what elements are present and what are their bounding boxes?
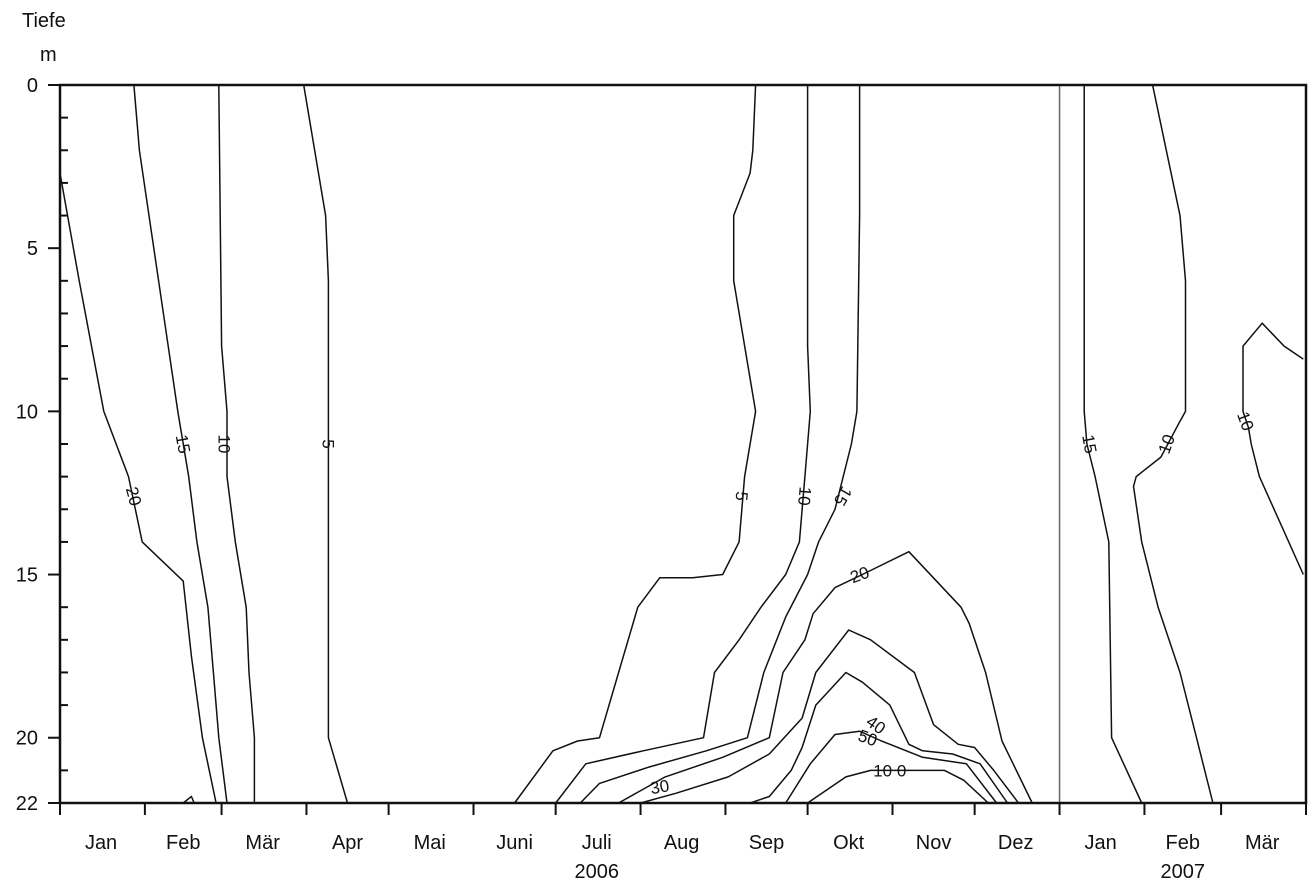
contour-label: 10 0: [873, 761, 906, 780]
year-label: 2007: [1161, 861, 1206, 882]
x-tick-label: Jan: [1084, 832, 1116, 854]
contour-line-10: [218, 84, 256, 803]
contour-line-15: [133, 84, 228, 804]
x-tick-label: Jan: [85, 832, 117, 854]
x-tick-label: Mär: [1245, 832, 1280, 854]
contour-line-40: [749, 671, 1009, 804]
contour-line-10: [555, 85, 812, 804]
contour-label: 5: [732, 491, 752, 502]
contour-line-15: [1083, 85, 1143, 804]
contour-line-5: [302, 84, 349, 804]
contour-line-5: [513, 84, 757, 804]
x-tick-label: Mär: [245, 832, 280, 854]
y-tick-label: 20: [16, 728, 38, 750]
y-axis-unit: m: [40, 44, 57, 66]
contour-line-15: [579, 85, 861, 804]
x-tick-label: Feb: [166, 832, 200, 854]
contour-line-10: [1132, 84, 1214, 804]
contour-label: 10: [1155, 432, 1179, 456]
y-tick-label: 0: [27, 75, 38, 97]
contour-label: 10: [1233, 409, 1257, 433]
x-tick-label: Apr: [332, 832, 363, 854]
contour-line-10: [1242, 322, 1304, 575]
plot-frame: [58, 83, 1308, 805]
x-tick-label: Mai: [414, 832, 446, 854]
x-tick-label: Aug: [664, 832, 700, 854]
contour-label: 10: [214, 435, 233, 454]
contour-label: 10: [794, 486, 815, 507]
y-tick-label: 10: [16, 401, 38, 423]
contour-line-100: [807, 769, 989, 804]
x-tick-label: Feb: [1166, 832, 1200, 854]
contour-label: 15: [172, 433, 194, 455]
x-axis: Jan Feb Mär Apr Mai Juni Juli Aug Sep Okt Nov Dez Ja…: [59, 803, 1307, 882]
x-tick-label: Nov: [916, 832, 952, 854]
contour-label: 5: [318, 439, 337, 448]
x-tick-label: Juli: [582, 832, 612, 854]
contour-label: 30: [649, 776, 671, 798]
contour-label: 20: [122, 485, 145, 508]
contours-group: [59, 84, 1304, 804]
x-tick-label: Juni: [496, 832, 533, 854]
contour-line-30: [640, 629, 1020, 804]
y-tick-label: 5: [27, 238, 38, 260]
contour-label: 20: [848, 563, 872, 587]
x-tick-label: Okt: [833, 832, 865, 854]
contour-line-20: [182, 795, 195, 804]
year-label: 2006: [574, 861, 619, 882]
y-axis: 0 5 10 15 20 22: [16, 75, 68, 815]
y-tick-label: 15: [16, 565, 38, 587]
y-tick-label: 22: [16, 793, 38, 815]
y-axis-label: Tiefe: [22, 10, 66, 32]
contour-line-20: [59, 172, 217, 804]
contour-line-20: [618, 550, 1033, 804]
contour-label: 15: [1078, 433, 1100, 455]
contour-line-50: [785, 730, 998, 804]
x-tick-label: Dez: [998, 832, 1034, 854]
x-tick-label: Sep: [749, 832, 785, 854]
contour-label: 15: [830, 483, 856, 509]
